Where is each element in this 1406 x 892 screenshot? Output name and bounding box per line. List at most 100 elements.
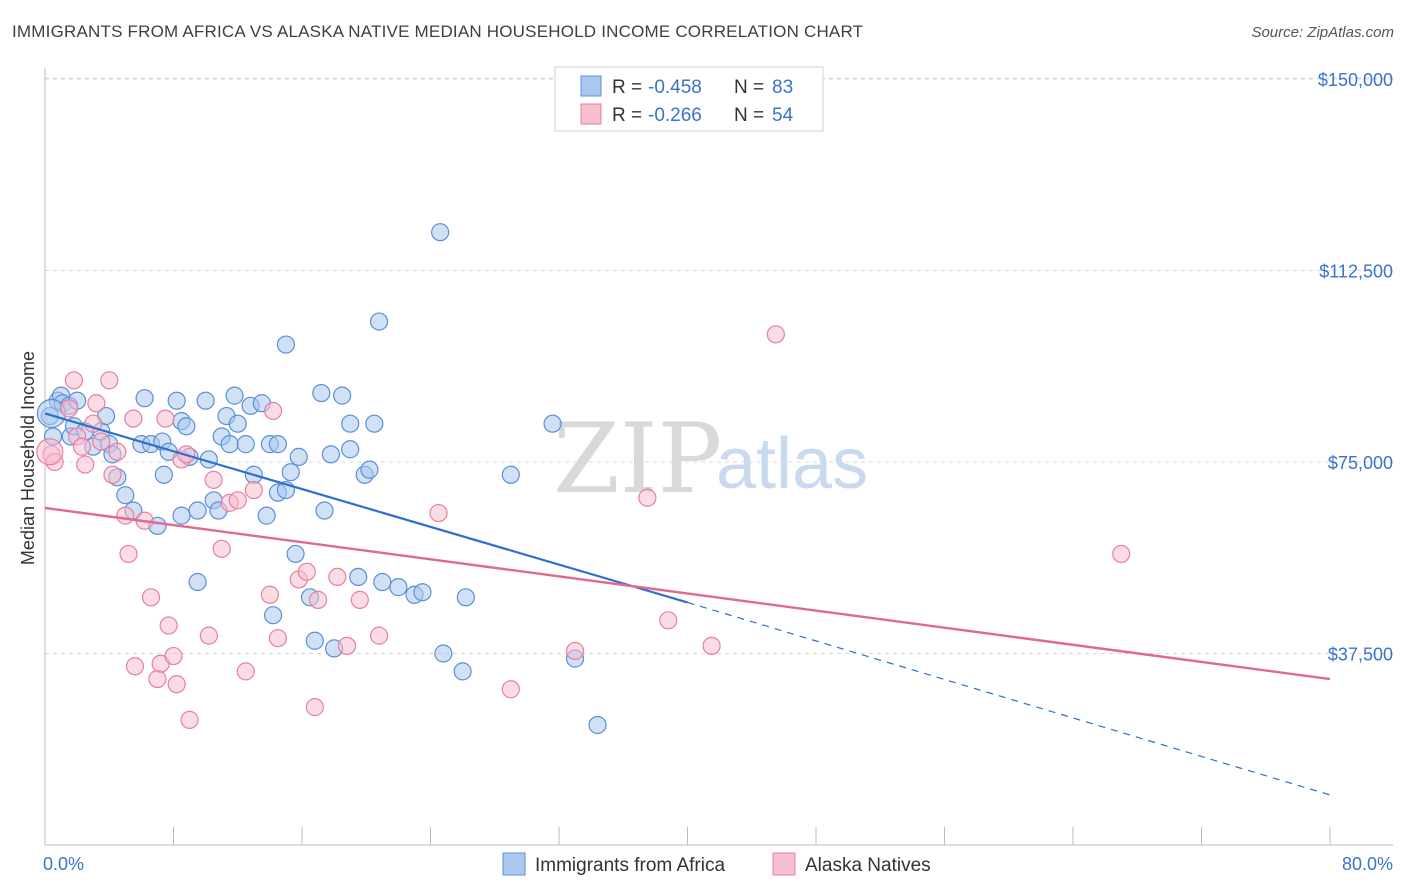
data-point — [321, 445, 341, 464]
grid-lines — [45, 77, 1393, 654]
y-tick-labels: $37,500 $75,000 $112,500 $150,000 — [1318, 70, 1393, 665]
data-point — [156, 409, 175, 428]
data-point — [260, 585, 279, 604]
data-point — [702, 636, 721, 655]
data-point — [638, 488, 657, 507]
x-tick-label: 0.0% — [43, 854, 84, 874]
data-point — [1112, 544, 1131, 564]
top-legend: R = -0.458 N = 83 R = -0.266 N = 54 — [554, 66, 824, 132]
data-point — [196, 391, 215, 410]
data-point — [315, 501, 334, 520]
legend-r-label-1: R = — [612, 77, 642, 98]
data-point — [257, 506, 276, 525]
data-point — [305, 631, 324, 650]
legend-n-value-1: 83 — [772, 77, 793, 98]
data-point — [263, 606, 283, 625]
watermark-atlas: atlas — [716, 424, 868, 504]
data-point — [286, 544, 305, 564]
data-point — [167, 391, 186, 410]
series-alaska-natives — [36, 325, 1131, 729]
data-point — [370, 626, 389, 645]
data-point — [370, 312, 389, 331]
data-point — [119, 544, 138, 564]
bottom-legend-swatch-blue — [502, 852, 526, 876]
data-point — [453, 662, 472, 681]
data-point — [373, 572, 392, 592]
trendline-immigrants-from-africa-extension — [687, 601, 1331, 796]
data-point — [76, 455, 95, 474]
data-point — [431, 223, 450, 242]
data-point — [59, 399, 79, 418]
data-point — [244, 480, 263, 500]
data-point — [341, 414, 360, 433]
data-point — [281, 463, 300, 482]
x-tick-label: 80.0% — [1342, 854, 1393, 874]
data-point — [766, 325, 785, 344]
source-credit: Source: ZipAtlas.com — [1251, 24, 1394, 41]
data-point — [100, 371, 119, 390]
x-tick-labels: 0.0% 80.0% — [43, 854, 1393, 874]
data-point — [236, 435, 255, 454]
data-point — [434, 644, 453, 663]
data-point — [199, 626, 218, 645]
data-point — [341, 440, 360, 459]
series-immigrants-from-africa — [36, 223, 607, 735]
data-point — [297, 562, 316, 581]
data-point — [350, 590, 369, 609]
data-point — [36, 398, 67, 429]
data-point — [36, 438, 64, 466]
bottom-legend-swatch-pink — [772, 852, 796, 876]
data-point — [159, 616, 178, 635]
trendlines — [44, 412, 1331, 796]
data-point — [64, 371, 84, 390]
bottom-legend-label-1: Immigrants from Africa — [535, 855, 725, 876]
data-point — [148, 669, 167, 689]
data-point — [188, 501, 207, 520]
legend-r-label-2: R = — [612, 105, 642, 126]
data-point — [360, 460, 379, 479]
data-point — [116, 506, 135, 525]
bottom-legend-label-2: Alaska Natives — [805, 855, 931, 876]
data-point — [456, 588, 475, 607]
data-point — [543, 414, 562, 433]
trendline-alaska-natives — [44, 506, 1331, 681]
data-point — [188, 572, 207, 592]
data-point — [212, 539, 231, 558]
data-point — [268, 629, 288, 648]
data-point — [124, 409, 143, 428]
bottom-legend: Immigrants from Africa Alaska Natives — [502, 852, 931, 876]
legend-n-label-1: N = — [734, 77, 764, 98]
data-point — [204, 470, 223, 489]
y-tick-label: $75,000 — [1328, 453, 1393, 473]
data-point — [103, 465, 122, 484]
data-point — [588, 715, 607, 735]
data-point — [659, 611, 678, 630]
legend-n-label-2: N = — [734, 105, 764, 126]
data-point — [308, 590, 328, 609]
data-point — [565, 641, 585, 661]
data-point — [87, 394, 106, 413]
data-point — [365, 414, 384, 433]
y-tick-label: $37,500 — [1328, 645, 1393, 665]
data-point — [501, 465, 520, 484]
data-point — [116, 486, 135, 505]
data-point — [333, 386, 352, 405]
data-point — [228, 491, 247, 510]
data-point — [312, 383, 331, 403]
y-axis-label: Median Household Income — [18, 351, 38, 565]
data-point — [220, 435, 239, 454]
data-point — [141, 588, 161, 607]
data-point — [172, 506, 191, 525]
data-point — [177, 417, 196, 436]
data-point — [236, 662, 255, 681]
data-point — [225, 386, 244, 405]
data-point — [108, 442, 127, 461]
data-point — [180, 710, 199, 729]
data-point — [305, 698, 324, 717]
legend-r-value-2: -0.266 — [648, 105, 702, 126]
data-point — [413, 583, 432, 602]
data-point — [429, 503, 448, 523]
data-point — [228, 414, 247, 433]
trendline-immigrants-from-africa — [44, 412, 688, 604]
data-point — [389, 578, 408, 597]
